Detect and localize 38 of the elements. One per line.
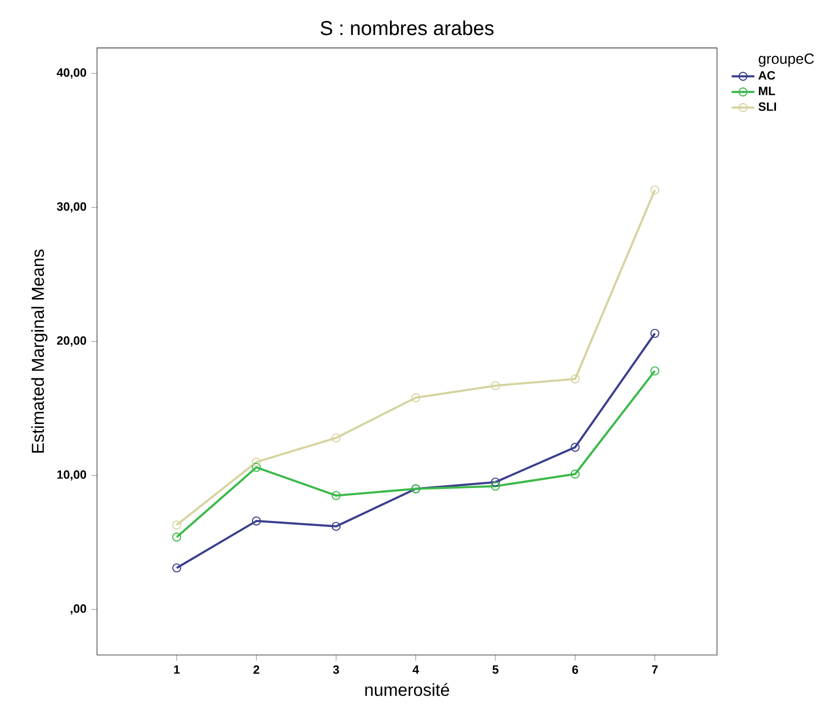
point bbox=[172, 520, 182, 530]
x-tick-label: 6 bbox=[572, 665, 578, 674]
x-tick-label: 4 bbox=[412, 665, 420, 674]
x-tick-label: 2 bbox=[253, 665, 260, 674]
y-tick-label: ,00 bbox=[70, 604, 86, 615]
x-axis-title: numerosité bbox=[365, 683, 450, 696]
x-tick-label: 7 bbox=[652, 665, 658, 674]
point bbox=[570, 374, 580, 384]
point bbox=[650, 366, 660, 376]
point bbox=[172, 532, 182, 542]
legend-label: AC bbox=[758, 71, 776, 80]
point bbox=[332, 490, 341, 500]
y-tick-label: 30,00 bbox=[56, 202, 86, 213]
point bbox=[490, 381, 500, 390]
legend-title: groupeC bbox=[758, 54, 814, 67]
point bbox=[252, 457, 261, 467]
point bbox=[172, 563, 182, 572]
y-tick-label: 20,00 bbox=[56, 336, 86, 347]
y-tick-label: 10,00 bbox=[57, 470, 86, 481]
x-tick-label: 3 bbox=[333, 665, 339, 674]
point bbox=[252, 462, 261, 472]
point bbox=[252, 516, 261, 526]
point bbox=[490, 478, 500, 487]
y-tick-label: 40,00 bbox=[56, 68, 86, 79]
point bbox=[332, 433, 341, 442]
point bbox=[411, 393, 420, 402]
chart-title: S : nombres arabes bbox=[320, 20, 494, 36]
point bbox=[570, 470, 580, 479]
legend-label: SLI bbox=[758, 102, 776, 111]
point bbox=[650, 185, 660, 195]
point bbox=[650, 328, 660, 338]
x-tick-label: 5 bbox=[492, 665, 498, 674]
point bbox=[332, 522, 341, 531]
legend-label: ML bbox=[758, 86, 776, 96]
point bbox=[490, 482, 500, 491]
x-tick-label: 1 bbox=[174, 665, 180, 674]
point bbox=[570, 442, 580, 452]
y-axis-title: Estimated Marginal Means bbox=[31, 250, 48, 453]
